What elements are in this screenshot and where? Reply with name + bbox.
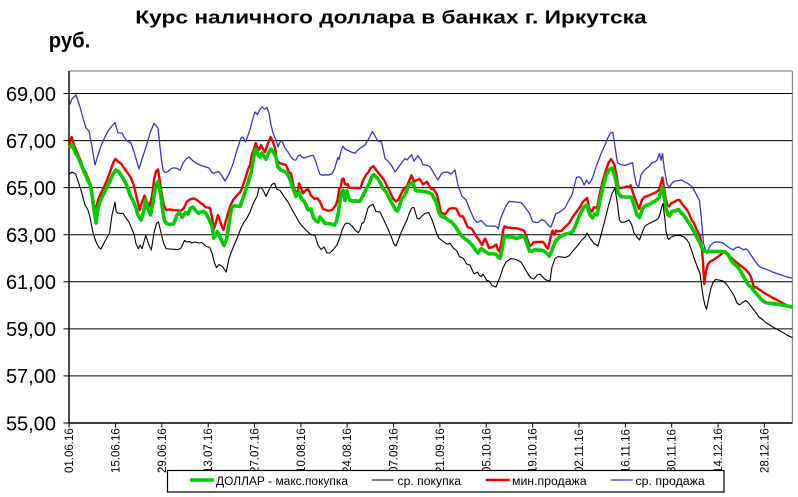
svg-text:10.08.16: 10.08.16 [296, 428, 308, 473]
svg-text:67,00: 67,00 [6, 131, 56, 153]
svg-text:27.07.16: 27.07.16 [250, 428, 262, 473]
svg-text:01.06.16: 01.06.16 [64, 428, 76, 473]
svg-text:24.08.16: 24.08.16 [342, 428, 354, 473]
svg-text:63,00: 63,00 [6, 225, 56, 247]
svg-text:57,00: 57,00 [6, 366, 56, 388]
svg-text:13.07.16: 13.07.16 [203, 428, 215, 473]
svg-text:19.10.16: 19.10.16 [528, 428, 540, 473]
svg-text:55,00: 55,00 [6, 413, 56, 435]
svg-text:59,00: 59,00 [6, 319, 56, 341]
svg-text:28.12.16: 28.12.16 [759, 428, 771, 473]
svg-text:мин.продажа: мин.продажа [512, 476, 587, 488]
svg-text:21.09.16: 21.09.16 [435, 428, 447, 473]
svg-text:61,00: 61,00 [6, 272, 56, 294]
svg-text:02.11.16: 02.11.16 [574, 429, 586, 473]
svg-text:14.12.16: 14.12.16 [713, 428, 725, 473]
svg-text:16.11.16: 16.11.16 [620, 429, 632, 473]
svg-text:07.09.16: 07.09.16 [389, 428, 401, 473]
svg-text:ДОЛЛАР - макс.покупка: ДОЛЛАР - макс.покупка [216, 476, 349, 488]
svg-text:65,00: 65,00 [6, 178, 56, 200]
svg-text:29.06.16: 29.06.16 [157, 428, 169, 473]
svg-text:05.10.16: 05.10.16 [481, 428, 493, 473]
svg-text:руб.: руб. [49, 28, 90, 52]
svg-text:69,00: 69,00 [6, 84, 56, 106]
svg-text:ср. покупка: ср. покупка [398, 476, 462, 488]
svg-text:ср. продажа: ср. продажа [636, 476, 706, 488]
svg-text:15.06.16: 15.06.16 [111, 428, 123, 473]
svg-text:Курс наличного доллара в банка: Курс наличного доллара в банках г. Иркут… [135, 6, 647, 27]
svg-text:30.11.16: 30.11.16 [667, 429, 679, 473]
